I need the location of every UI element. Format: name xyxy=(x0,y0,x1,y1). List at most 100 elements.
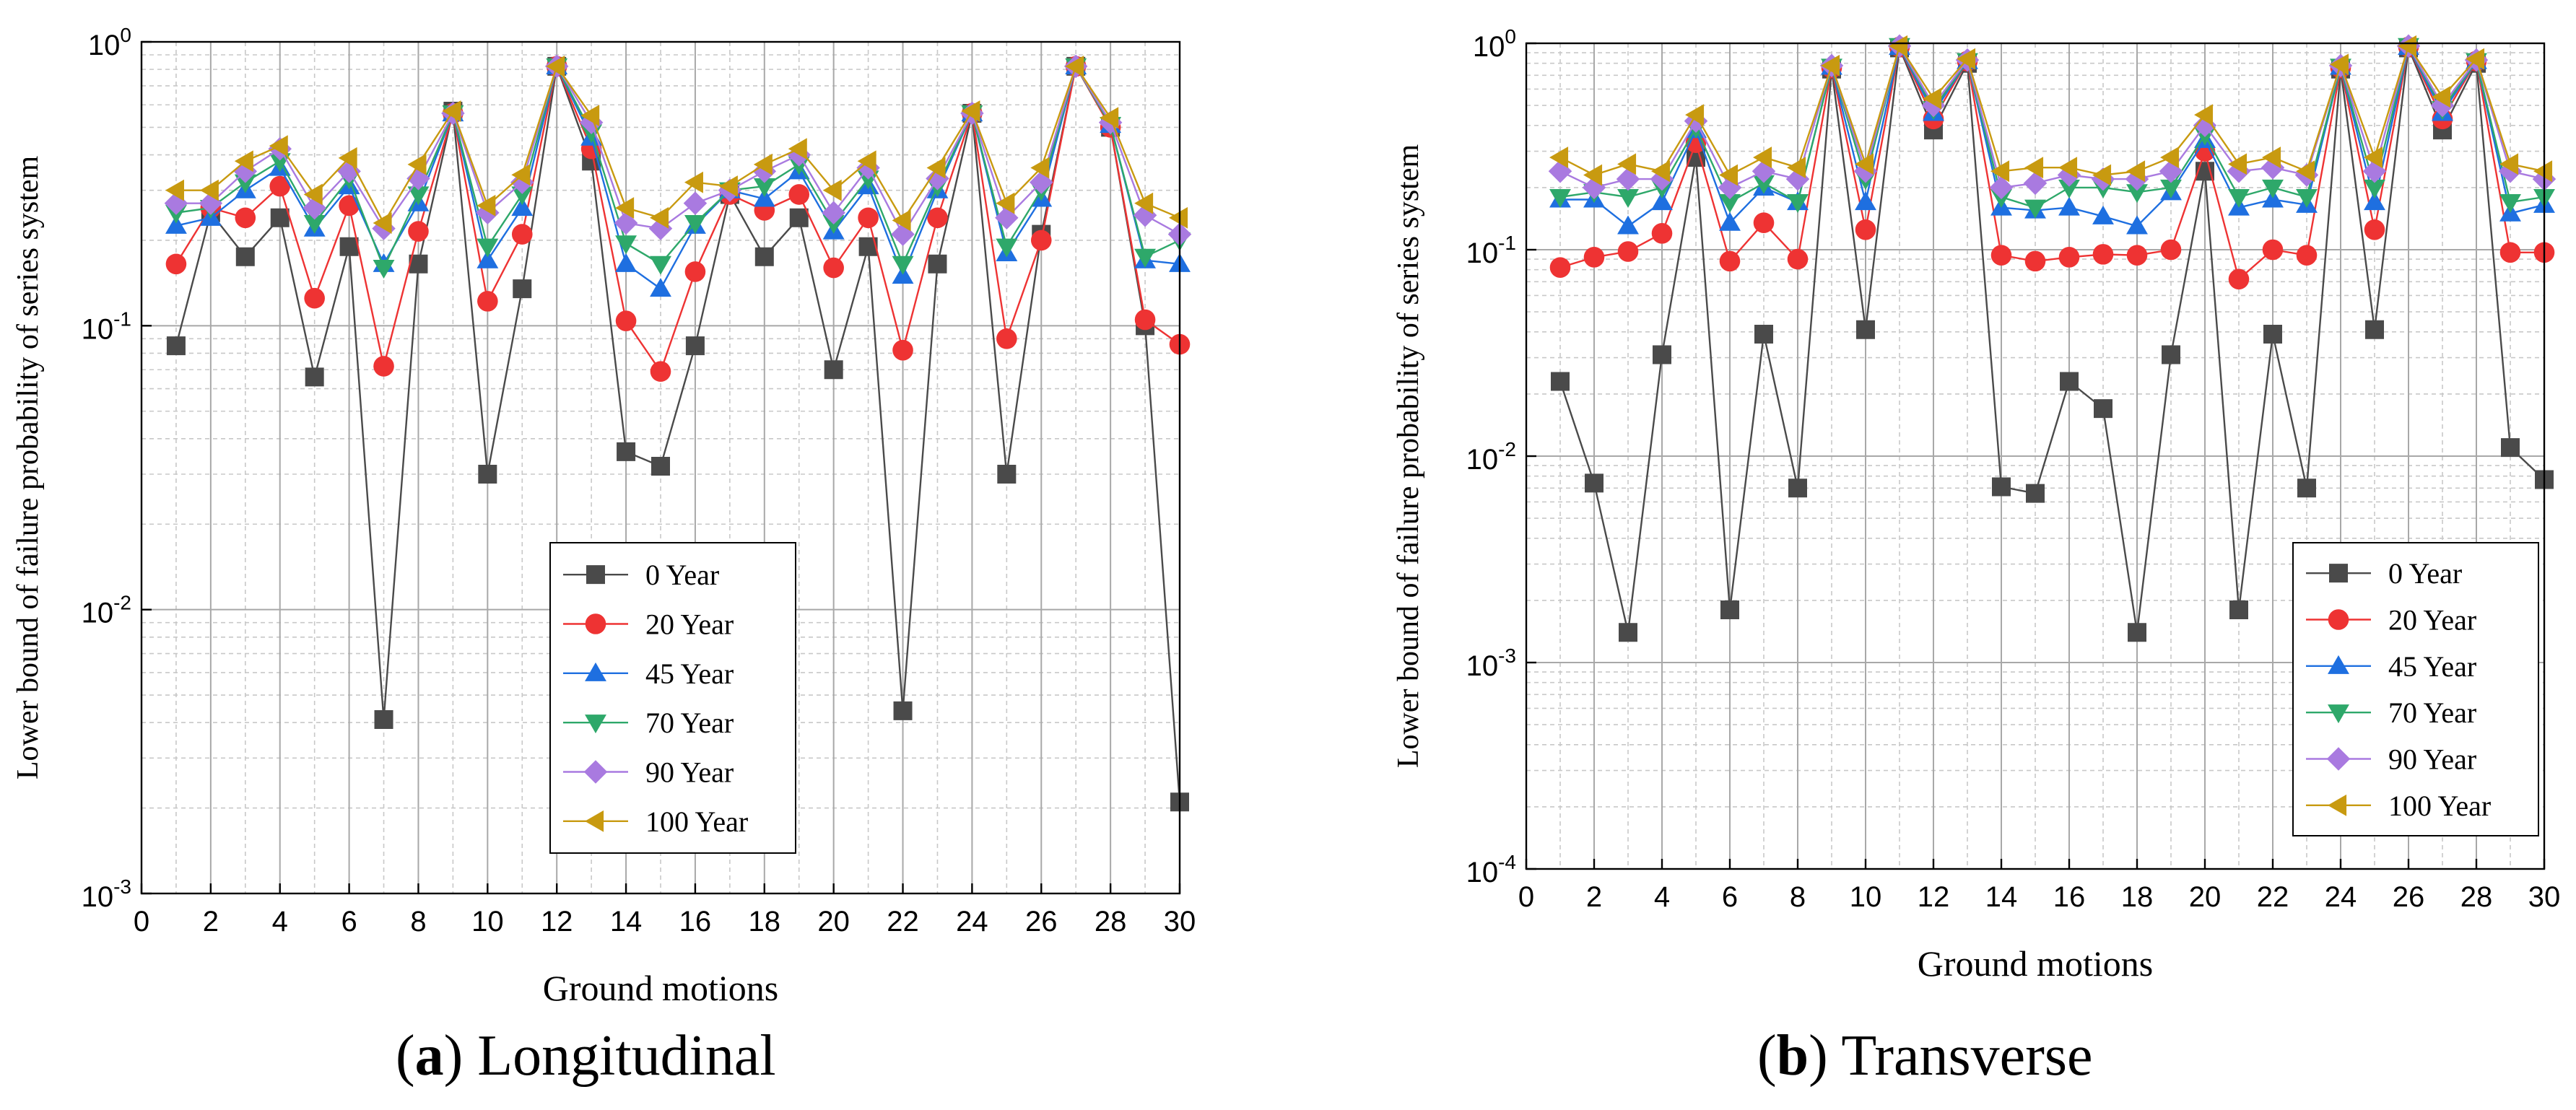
series-100-year xyxy=(1549,35,2553,186)
data-point xyxy=(1617,215,1639,235)
data-point xyxy=(373,212,392,235)
legend-item: 45 Year xyxy=(2306,650,2476,683)
data-point xyxy=(650,206,669,229)
caption-text: Longitudinal xyxy=(477,1024,776,1088)
x-tick-label: 18 xyxy=(2121,881,2154,913)
series-line xyxy=(1559,44,2544,281)
data-point xyxy=(2126,184,2148,204)
legend-item: 20 Year xyxy=(2306,604,2476,637)
legend-item: 20 Year xyxy=(563,608,734,641)
data-point xyxy=(2160,147,2180,169)
data-point xyxy=(2533,160,2553,183)
y-tick-label: 10-2 xyxy=(82,592,131,629)
data-point xyxy=(2060,372,2079,391)
data-point xyxy=(1030,157,1050,179)
data-point xyxy=(2296,245,2318,266)
legend-item: 90 Year xyxy=(563,756,734,789)
data-point xyxy=(683,191,708,215)
data-point xyxy=(1651,223,1673,244)
data-point xyxy=(2499,153,2519,175)
data-point xyxy=(165,214,187,234)
caption-longitudinal: (a) Longitudinal xyxy=(396,1024,776,1088)
series-line xyxy=(1559,44,2545,633)
data-point xyxy=(928,254,947,274)
x-tick-label: 8 xyxy=(1790,881,1806,913)
data-point xyxy=(442,100,461,122)
data-point xyxy=(2058,247,2080,268)
data-point xyxy=(858,237,878,256)
x-tick-label: 24 xyxy=(956,906,988,938)
x-tick-label: 0 xyxy=(1518,881,1534,913)
x-tick-label: 26 xyxy=(1025,906,1058,938)
data-point xyxy=(1651,160,1671,183)
data-point xyxy=(477,194,496,217)
data-point xyxy=(1753,147,1772,169)
data-point xyxy=(1753,175,1775,194)
data-point xyxy=(1134,192,1154,214)
legend-item: 0 Year xyxy=(2306,557,2462,590)
x-tick-label: 22 xyxy=(887,906,919,938)
data-point xyxy=(1551,372,1570,391)
data-point xyxy=(892,209,911,232)
data-point xyxy=(1134,248,1157,268)
data-point xyxy=(684,171,703,193)
series-line xyxy=(175,63,1180,374)
x-tick-label: 28 xyxy=(2460,881,2493,913)
legend-item: 0 Year xyxy=(563,559,719,591)
legend-marker xyxy=(2328,794,2347,816)
data-point xyxy=(997,464,1017,484)
data-point xyxy=(1719,194,1741,214)
data-point xyxy=(684,261,706,282)
data-point xyxy=(303,183,323,206)
data-point xyxy=(822,179,842,201)
data-point xyxy=(1030,230,1052,251)
y-axis: 10-4 10-3 10-2 10-1 100 Lower bound of failur… xyxy=(1392,25,1536,888)
data-point xyxy=(2262,239,2284,261)
data-point xyxy=(822,201,845,225)
data-point xyxy=(511,164,531,186)
data-point xyxy=(234,150,253,172)
data-point xyxy=(1992,477,2011,497)
y-axis-label: Lower bound of failure probability of se… xyxy=(12,156,45,780)
y-tick-label: 10-4 xyxy=(1466,851,1516,888)
x-tick-label: 24 xyxy=(2325,881,2357,913)
x-tick-label: 20 xyxy=(817,906,850,938)
data-point xyxy=(1787,194,1809,214)
x-tick-label: 2 xyxy=(203,906,219,938)
legend-marker xyxy=(2328,609,2349,630)
data-point xyxy=(753,178,775,198)
series-line xyxy=(1559,43,2545,189)
data-point xyxy=(2092,205,2114,224)
data-point xyxy=(513,279,532,299)
data-point xyxy=(615,253,638,272)
data-point xyxy=(857,150,876,172)
data-point xyxy=(893,701,913,720)
data-point xyxy=(2229,600,2248,619)
data-point xyxy=(511,224,533,245)
data-point xyxy=(477,238,499,258)
data-point xyxy=(1617,153,1637,175)
data-point xyxy=(477,249,499,268)
legend-label: 45 Year xyxy=(645,657,734,690)
x-tick-label: 18 xyxy=(749,906,781,938)
legend-box xyxy=(549,542,796,854)
legend-box xyxy=(2292,542,2539,836)
x-tick-label: 6 xyxy=(1722,881,1738,913)
data-point xyxy=(2297,478,2316,498)
data-point xyxy=(407,153,427,175)
data-point xyxy=(753,153,773,175)
data-point xyxy=(2228,153,2248,175)
data-point xyxy=(617,442,636,461)
x-tick-label: 22 xyxy=(2257,881,2289,913)
data-point xyxy=(2024,199,2046,219)
legend-label: 20 Year xyxy=(2388,604,2476,637)
series-line xyxy=(175,64,1180,225)
legend-marker xyxy=(585,613,606,634)
legend-item: 70 Year xyxy=(563,707,734,739)
data-point xyxy=(2058,157,2078,179)
data-point xyxy=(615,235,638,255)
legend-label: 90 Year xyxy=(2388,743,2476,776)
data-point xyxy=(1651,191,1673,211)
series-0-year xyxy=(166,56,1189,812)
data-point xyxy=(407,186,430,206)
